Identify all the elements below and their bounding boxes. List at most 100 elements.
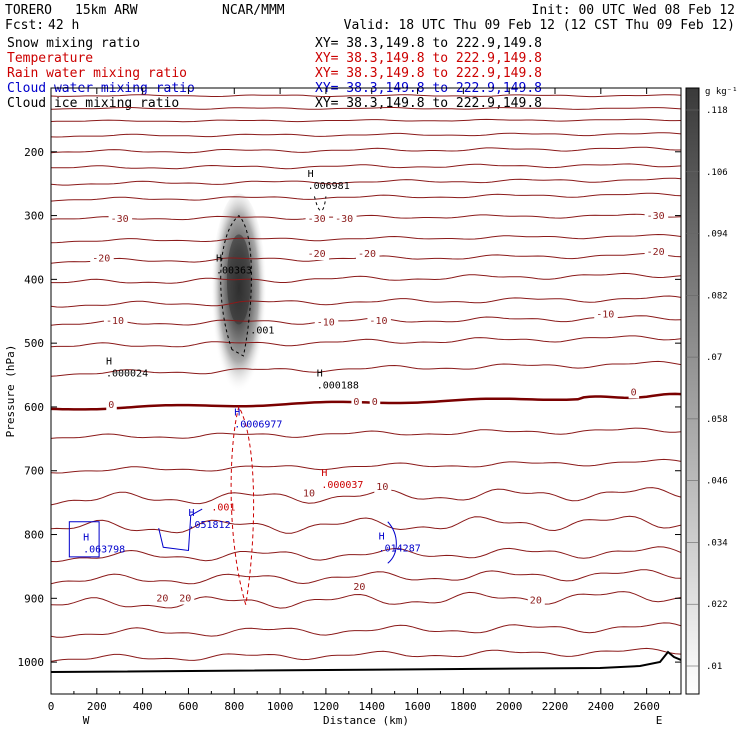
contour-label: .001 xyxy=(211,502,235,513)
organization: NCAR/MMM xyxy=(222,3,285,18)
maximum-value: .000188 xyxy=(317,380,359,391)
x-tick-label: 200 xyxy=(87,700,107,713)
temperature-label-bg xyxy=(106,400,117,412)
temperature-contour xyxy=(51,458,681,474)
maximum-marker: H xyxy=(83,532,89,543)
model-name: TORERO xyxy=(5,3,52,18)
x-tick-label: 2200 xyxy=(542,700,569,713)
temperature-contour xyxy=(51,622,681,638)
temperature-label-bg xyxy=(594,309,618,321)
temperature-contour xyxy=(51,335,681,348)
temperature-contour xyxy=(51,213,681,221)
temperature-label-bg xyxy=(628,387,640,399)
colorbar-tick-label: .106 xyxy=(706,168,728,178)
temperature-label-bg xyxy=(314,317,339,329)
model-resolution: 15km ARW xyxy=(75,3,138,18)
colorbar-bins: .01 .022 .034 .046 .058 .07 .082 .094 .106 .118 xyxy=(686,106,728,672)
temperature-label: -20 xyxy=(647,247,665,258)
temperature-contour xyxy=(51,132,681,138)
y-tick-label: 600 xyxy=(24,401,44,414)
temperature-label-bg xyxy=(367,316,391,328)
contour-label: .001 xyxy=(250,326,274,337)
temperature-label: -10 xyxy=(596,310,614,321)
temperature-contour xyxy=(51,647,681,662)
legend-name: Snow mixing ratio xyxy=(7,36,140,51)
temperature-label: -30 xyxy=(335,214,353,225)
temperature-contour xyxy=(51,272,681,284)
temperature-contour xyxy=(51,146,681,154)
east-end-label: E xyxy=(656,714,663,727)
temperature-label: -10 xyxy=(317,317,335,328)
temperature-label-bg xyxy=(108,213,133,225)
temperature-label-bg xyxy=(644,210,669,222)
x-tick-label: 2600 xyxy=(633,700,660,713)
maximum-marker: H xyxy=(106,356,112,367)
temperature-label-bg xyxy=(351,397,362,409)
maximum-marker: H xyxy=(379,532,385,543)
maximum-value: .006981 xyxy=(308,181,350,192)
colorbar-tick-label: .118 xyxy=(706,106,728,116)
temperature-contour xyxy=(51,591,681,609)
temperature-contour xyxy=(51,94,681,98)
plot-content: -30 -30 -30 -30 -20 -20 -20 -20 -10 -10 -10 -10 0 0 0 0… xyxy=(51,94,681,673)
x-tick-label: 1600 xyxy=(404,700,431,713)
temperature-label: -30 xyxy=(111,214,129,225)
temperature-label: -30 xyxy=(647,211,665,222)
temperature-label-bg xyxy=(333,213,357,225)
init-time: Init: 00 UTC Wed 08 Feb 12 xyxy=(532,3,736,18)
fcst-hours: 42 h xyxy=(48,18,79,33)
temperature-contour xyxy=(51,315,681,326)
temperature-label-bg xyxy=(301,488,318,500)
x-axis-label: Distance (km) xyxy=(323,714,409,727)
temperature-contour xyxy=(51,295,681,308)
temperature-label: 20 xyxy=(179,594,191,605)
temperature-label: -10 xyxy=(369,316,387,327)
maximum-marker: H xyxy=(321,468,327,479)
temperature-label-bg xyxy=(369,397,381,409)
cloud-water-region xyxy=(387,521,397,564)
x-tick-label: 1800 xyxy=(450,700,477,713)
x-tick-label: 2400 xyxy=(588,700,615,713)
temperature-label-bg xyxy=(351,582,369,594)
colorbar-tick-label: .058 xyxy=(706,415,728,425)
temperature-contour xyxy=(51,515,681,534)
y-tick-label: 400 xyxy=(24,273,44,286)
temperature-contour xyxy=(51,192,681,202)
legend-xy: XY= 38.3,149.8 to 222.9,149.8 xyxy=(315,96,542,111)
temperature-label: -20 xyxy=(92,254,110,265)
x-axis: 0 200 400 600 800 1000 1200 1400 1600 1800 2000 220… xyxy=(48,88,671,713)
fcst-label: Fcst: xyxy=(5,18,44,33)
temperature-label: 0 xyxy=(353,397,359,408)
maximum-value: .014287 xyxy=(379,544,421,555)
y-tick-label: 1000 xyxy=(18,656,45,669)
colorbar-tick-label: .094 xyxy=(706,230,728,240)
y-tick-label: 300 xyxy=(24,210,44,223)
y-tick-label: 800 xyxy=(24,529,44,542)
temperature-label: -10 xyxy=(106,316,124,327)
temperature-contour xyxy=(51,118,681,123)
plot-frame xyxy=(50,87,682,695)
colorbar-unit: g kg⁻¹ xyxy=(705,87,738,97)
temperature-contour xyxy=(51,360,681,377)
x-tick-label: 1200 xyxy=(313,700,340,713)
legend-name: Cloud ice mixing ratio xyxy=(7,96,179,111)
temperature-label: 0 xyxy=(631,387,637,398)
x-tick-label: 1000 xyxy=(267,700,294,713)
y-tick-label: 700 xyxy=(24,465,44,478)
valid-time: Valid: 18 UTC Thu 09 Feb 12 (12 CST Thu … xyxy=(344,18,735,33)
temperature-label: 20 xyxy=(530,595,542,606)
temperature-label-bg xyxy=(103,316,128,328)
cloud-water-region xyxy=(158,508,203,552)
west-end-label: W xyxy=(83,714,90,727)
temperature-contour xyxy=(51,163,681,170)
rain-contour xyxy=(230,405,255,605)
temperature-label-bg xyxy=(374,481,392,493)
temperature-contour xyxy=(51,569,681,585)
temperature-contour xyxy=(51,177,681,186)
x-tick-label: 800 xyxy=(224,700,244,713)
y-tick-label: 200 xyxy=(24,146,44,159)
temperature-label: -20 xyxy=(358,249,376,260)
temperature-label-bg xyxy=(644,247,669,259)
